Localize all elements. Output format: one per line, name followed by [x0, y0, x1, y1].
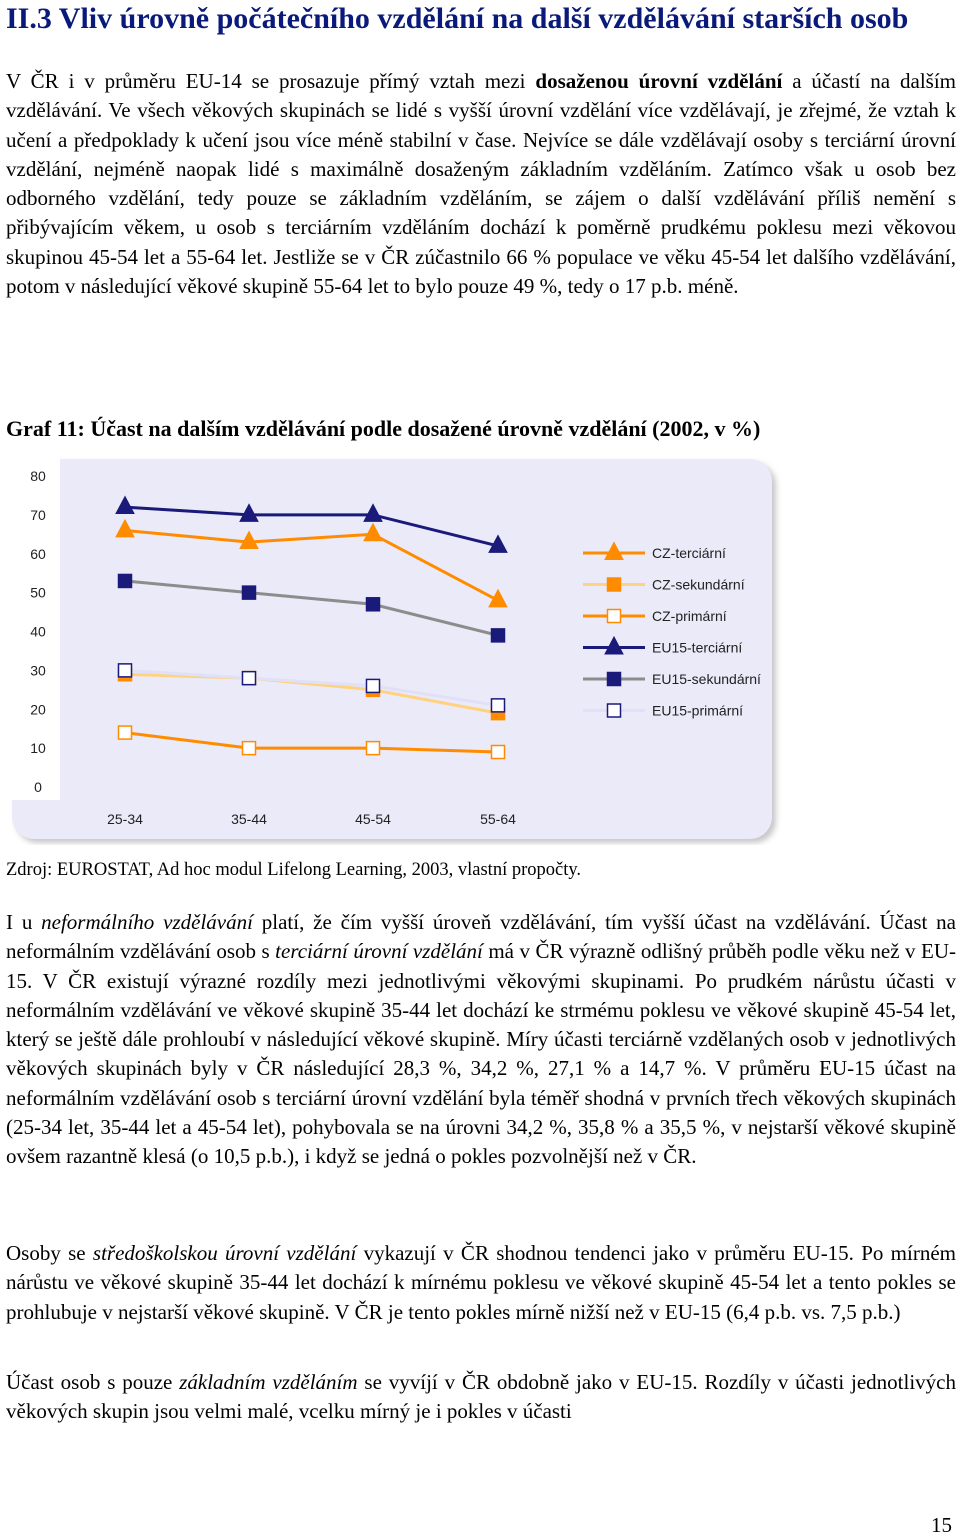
- series-group: [115, 495, 508, 553]
- y-tick-label: 70: [30, 507, 46, 523]
- y-tick-label: 30: [30, 662, 46, 678]
- data-point: [239, 530, 259, 550]
- legend-marker: [606, 577, 622, 592]
- legend-label: EU15-primární: [652, 703, 743, 719]
- series-group: [117, 573, 506, 643]
- series-group: [115, 518, 508, 608]
- y-tick-label: 40: [30, 624, 46, 640]
- legend-item: CZ-terciární: [583, 541, 726, 561]
- intro-text-2: a účastí na dalším vzdělávání. Ve všech …: [6, 69, 957, 299]
- y-tick-label: 80: [30, 468, 46, 484]
- legend-label: CZ-terciární: [652, 545, 726, 561]
- data-point: [365, 597, 381, 612]
- para2-italic-1: neformálního vzdělávání: [41, 910, 253, 934]
- data-point: [365, 740, 381, 756]
- para2-text-1: I u: [6, 910, 42, 934]
- para3-text-2: vykazují v ČR shodnou tendenci jako v pr…: [6, 1241, 956, 1324]
- x-tick-label: 55-64: [480, 811, 516, 827]
- legend-marker: [606, 671, 622, 687]
- data-point: [117, 573, 133, 589]
- legend-marker: [604, 635, 624, 655]
- data-point: [241, 740, 257, 756]
- data-point: [363, 522, 383, 542]
- intro-text-1: V ČR i v průměru EU-14 se prosazuje přím…: [6, 69, 536, 93]
- data-point: [241, 670, 257, 686]
- legend-item: CZ-primární: [583, 608, 727, 624]
- series-group: [117, 663, 506, 713]
- para2-italic-2: terciární úrovní vzdělání: [275, 939, 483, 964]
- line-chart: 0 10 20 30 40 50 60 70 80 25-34 35-44 45-54 55-64 C…: [0, 455, 772, 839]
- data-point: [117, 725, 133, 740]
- graph-caption: Graf 11: Účast na dalším vzdělávání podl…: [6, 416, 761, 441]
- source-note: Zdroj: EUROSTAT, Ad hoc modul Lifelong L…: [6, 860, 582, 880]
- series-line: [124, 528, 499, 602]
- chart-frame: [12, 459, 772, 839]
- chart-container: 0 10 20 30 40 50 60 70 80 25-34 35-44 45-54 55-64 C…: [0, 455, 790, 845]
- data-point: [490, 744, 506, 760]
- legend-label: EU15-terciární: [652, 640, 742, 656]
- data-point: [241, 585, 257, 600]
- y-tick-label: 20: [30, 701, 46, 717]
- series-line: [124, 505, 499, 548]
- data-point: [490, 628, 506, 643]
- y-tick-label: 10: [30, 740, 46, 756]
- legend-item: CZ-sekundární: [583, 577, 745, 593]
- legend-label: EU15-sekundární: [652, 671, 761, 687]
- paragraph-secondary: Osoby se středoškolskou úrovní vzdělání …: [6, 1239, 956, 1327]
- para2-text-3: má v ČR výrazně odlišný průběh podle věk…: [6, 939, 956, 1169]
- series-line: [124, 672, 499, 715]
- paragraph-nonformal: I u neformálního vzdělávání platí, že čí…: [6, 908, 956, 1172]
- y-tick-label: 0: [34, 779, 42, 795]
- data-point: [488, 534, 508, 553]
- legend-marker: [606, 608, 622, 624]
- x-tick-label: 35-44: [231, 811, 267, 827]
- intro-paragraph: V ČR i v průměru EU-14 se prosazuje přím…: [6, 67, 956, 301]
- page-number: 15: [931, 1513, 952, 1537]
- y-tick-label: 60: [30, 546, 46, 562]
- para4-italic: základním vzděláním: [179, 1370, 358, 1394]
- paragraph-primary: Účast osob s pouze základním vzděláním s…: [6, 1368, 956, 1427]
- data-point: [115, 518, 135, 538]
- legend-item: EU15-terciární: [583, 635, 742, 656]
- legend-label: CZ-sekundární: [652, 577, 745, 593]
- para4-text-2: se vyvíjí v ČR obdobně jako v EU-15. Roz…: [6, 1370, 956, 1424]
- data-point: [363, 503, 383, 522]
- data-point: [488, 588, 508, 608]
- data-point: [115, 495, 135, 515]
- para4-text-1: Účast osob s pouze: [6, 1370, 180, 1394]
- data-point: [365, 678, 381, 694]
- series-group: [117, 725, 506, 760]
- series-line: [124, 731, 499, 754]
- chart-backdrop: [0, 455, 60, 800]
- x-tick-label: 45-54: [355, 811, 391, 827]
- data-point: [117, 663, 133, 678]
- data-point: [239, 503, 259, 522]
- series-line: [124, 579, 499, 637]
- legend-label: CZ-primární: [652, 608, 727, 624]
- series-line: [124, 668, 499, 707]
- section-heading: II.3 Vliv úrovně počátečního vzdělání na…: [6, 2, 909, 35]
- legend-item: EU15-sekundární: [583, 671, 761, 687]
- x-tick-label: 25-34: [107, 811, 143, 827]
- para3-text-1: Osoby se: [6, 1241, 93, 1265]
- y-tick-label: 50: [30, 585, 46, 601]
- para3-italic: středoškolskou úrovní vzdělání: [92, 1241, 357, 1265]
- legend-item: EU15-primární: [583, 703, 743, 719]
- legend-marker: [604, 541, 624, 560]
- para2-text-2: platí, že čím vyšší úroveň vzdělávání, t…: [6, 910, 957, 964]
- legend-marker: [606, 703, 622, 718]
- data-point: [490, 698, 506, 713]
- intro-bold-phrase: dosaženou úrovní vzdělání: [535, 69, 783, 93]
